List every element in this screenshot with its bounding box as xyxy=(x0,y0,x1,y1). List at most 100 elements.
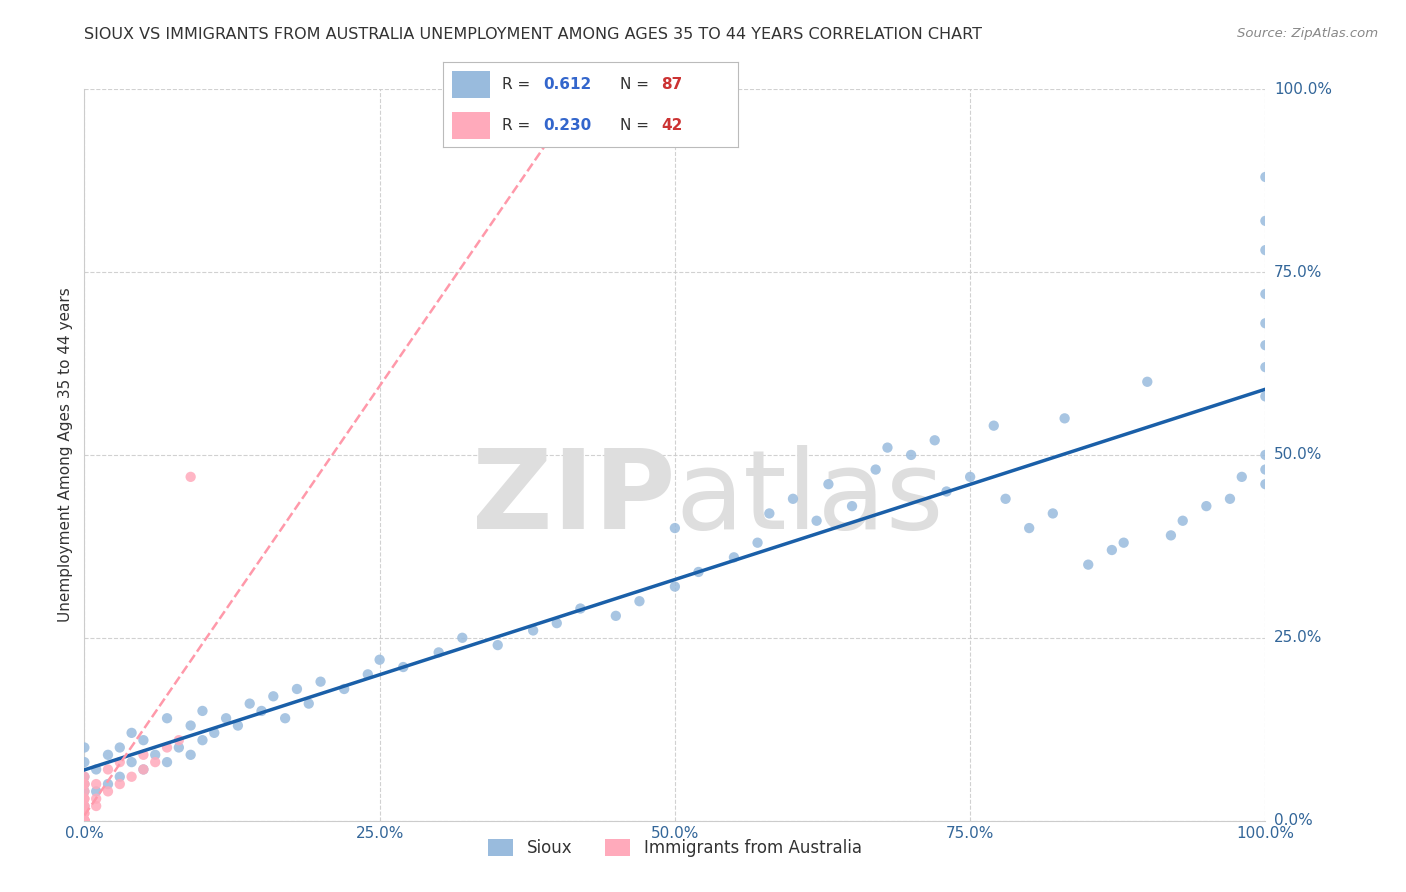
Point xyxy=(688,565,710,579)
FancyBboxPatch shape xyxy=(451,112,491,139)
Point xyxy=(758,507,780,521)
Point xyxy=(865,462,887,476)
Point xyxy=(1254,316,1277,330)
Point xyxy=(108,777,131,791)
Point xyxy=(180,470,202,484)
Point xyxy=(97,784,120,798)
Point xyxy=(143,747,166,762)
Point xyxy=(1195,499,1218,513)
Point xyxy=(73,814,96,828)
Point xyxy=(298,697,321,711)
Point xyxy=(156,711,179,725)
Point xyxy=(73,740,96,755)
Point xyxy=(876,441,898,455)
Text: 75.0%: 75.0% xyxy=(1274,265,1322,279)
Point xyxy=(1254,389,1277,403)
Point xyxy=(73,814,96,828)
Point xyxy=(924,434,946,448)
Text: 0.612: 0.612 xyxy=(543,77,592,92)
Point xyxy=(108,770,131,784)
Point xyxy=(132,747,155,762)
Legend: Sioux, Immigrants from Australia: Sioux, Immigrants from Australia xyxy=(481,832,869,863)
Point xyxy=(167,733,190,747)
Point xyxy=(73,814,96,828)
Point xyxy=(73,777,96,791)
Point xyxy=(73,814,96,828)
Point xyxy=(84,777,107,791)
Point xyxy=(1254,360,1277,375)
Text: R =: R = xyxy=(502,118,536,133)
Point xyxy=(73,814,96,828)
Point xyxy=(250,704,273,718)
Text: N =: N = xyxy=(620,77,654,92)
Point xyxy=(994,491,1017,506)
Point xyxy=(108,755,131,769)
Point xyxy=(841,499,863,513)
Point xyxy=(1254,338,1277,352)
Point xyxy=(239,697,262,711)
Point xyxy=(97,777,120,791)
Point xyxy=(285,681,308,696)
Point xyxy=(202,726,225,740)
Point xyxy=(1077,558,1099,572)
Point xyxy=(73,755,96,769)
Point xyxy=(73,806,96,821)
Point xyxy=(959,470,981,484)
Point xyxy=(108,740,131,755)
Point xyxy=(782,491,804,506)
Point xyxy=(723,550,745,565)
Point xyxy=(900,448,922,462)
Point xyxy=(156,740,179,755)
Text: Source: ZipAtlas.com: Source: ZipAtlas.com xyxy=(1237,27,1378,40)
Point xyxy=(191,733,214,747)
Point xyxy=(191,704,214,718)
Point xyxy=(73,814,96,828)
Point xyxy=(73,814,96,828)
Point xyxy=(1101,543,1123,558)
Point xyxy=(274,711,297,725)
Point xyxy=(73,791,96,805)
Point xyxy=(84,791,107,805)
Text: 0.230: 0.230 xyxy=(543,118,592,133)
Point xyxy=(1112,535,1135,549)
Point xyxy=(132,733,155,747)
Text: 87: 87 xyxy=(661,77,683,92)
Point xyxy=(73,791,96,805)
Point xyxy=(368,653,391,667)
Point xyxy=(73,784,96,798)
Point xyxy=(180,747,202,762)
Text: 0.0%: 0.0% xyxy=(1274,814,1313,828)
Point xyxy=(309,674,332,689)
Text: 100.0%: 100.0% xyxy=(1274,82,1331,96)
Point xyxy=(1254,477,1277,491)
Point xyxy=(1160,528,1182,542)
Point xyxy=(1042,507,1064,521)
Point xyxy=(1254,448,1277,462)
Point xyxy=(333,681,356,696)
Point xyxy=(983,418,1005,433)
Point xyxy=(73,777,96,791)
Point xyxy=(1254,462,1277,476)
Point xyxy=(156,755,179,769)
Text: 50.0%: 50.0% xyxy=(1274,448,1322,462)
Point xyxy=(97,763,120,777)
Point xyxy=(84,784,107,798)
Point xyxy=(1254,243,1277,257)
Point xyxy=(73,799,96,814)
Point xyxy=(1171,514,1194,528)
Point xyxy=(121,755,143,769)
Point xyxy=(486,638,509,652)
Point xyxy=(132,763,155,777)
Text: N =: N = xyxy=(620,118,654,133)
Point xyxy=(121,770,143,784)
Point xyxy=(73,814,96,828)
Text: 25.0%: 25.0% xyxy=(1274,631,1322,645)
Point xyxy=(73,777,96,791)
Point xyxy=(605,608,627,623)
Point xyxy=(73,814,96,828)
Point xyxy=(1136,375,1159,389)
Point xyxy=(73,799,96,814)
Point xyxy=(73,799,96,814)
Point xyxy=(262,690,284,704)
Point xyxy=(73,814,96,828)
